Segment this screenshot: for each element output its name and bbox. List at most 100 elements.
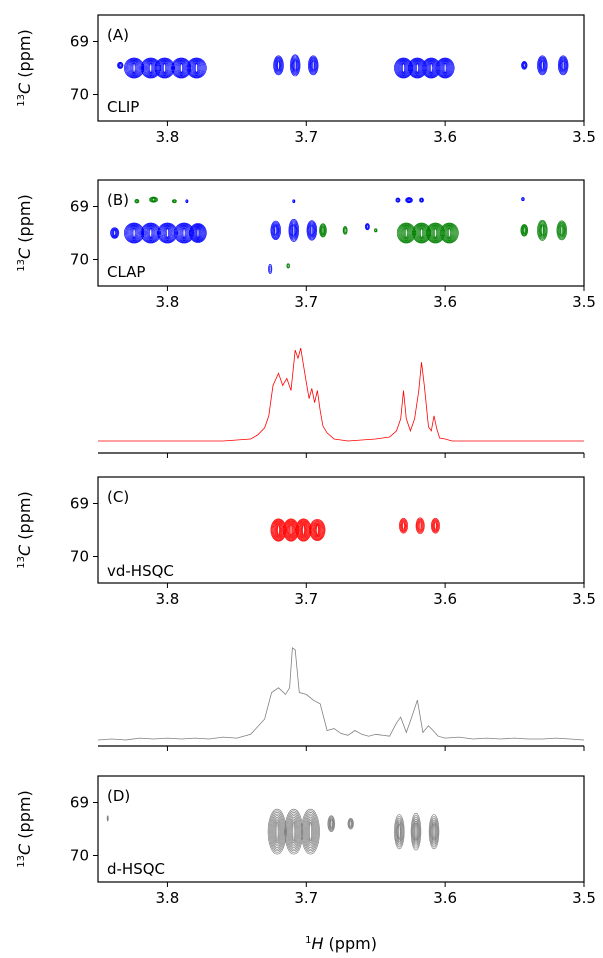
panel-c-contour (313, 522, 322, 538)
panel-a-contour (129, 61, 139, 75)
panel-b-peak (288, 218, 299, 242)
panel-d-contour (274, 820, 280, 844)
panel-b-method: CLAP (107, 263, 145, 281)
panel-a-y-label-sup: 13 (16, 94, 27, 107)
panel-a-contour (292, 57, 298, 73)
panel-b-contour (292, 199, 296, 204)
panel-d-contour (218, 883, 228, 887)
panel-d-contour (303, 812, 318, 852)
panel-b-contour (537, 219, 548, 241)
panel-b-contour (420, 198, 423, 202)
panel-b-peak (395, 197, 401, 203)
panel-a-contour (538, 57, 546, 74)
panel-b-contour (538, 222, 546, 239)
panel-b-contour (342, 226, 348, 235)
panel-a-x-tick-label: 3.7 (294, 128, 318, 146)
panel-d-peak (301, 808, 320, 855)
panel-d-contour (394, 814, 405, 850)
panel-c-contour (415, 517, 425, 535)
panel-a-peak (308, 55, 319, 76)
panel-d-contour (272, 816, 282, 847)
spectrum-gray-x-ticks (166, 746, 585, 751)
panel-d-contour (395, 817, 403, 846)
panel-d-x-ticks: 3.8 3.7 3.6 3.5 (155, 882, 596, 907)
panel-d-contour (428, 814, 440, 850)
panel-d-contour (221, 883, 226, 886)
panel-c-contour (287, 522, 295, 538)
panel-a-contour (541, 60, 544, 71)
panel-a-contour (275, 58, 282, 73)
panel-b-label: (B) (107, 191, 129, 209)
panel-b-peak (110, 227, 120, 239)
panel-d-peak (410, 812, 422, 851)
panel-b-contour (445, 226, 453, 240)
panel-b-contour (272, 223, 279, 237)
panel-d-contour (217, 883, 228, 887)
panel-a-contour (187, 58, 206, 78)
panel-b-contour (396, 198, 400, 203)
panel-b-contour (344, 227, 347, 233)
panel-b-contour (558, 222, 566, 239)
panel-a-contour (537, 55, 548, 76)
panel-a-contour (308, 56, 318, 75)
panel-b-contour (127, 224, 141, 242)
panel-b-contour (165, 228, 169, 238)
panel-a-contour (190, 60, 203, 76)
panel-d-y-axis-label: 13C (ppm) (15, 790, 34, 867)
panel-a-contour (435, 57, 455, 79)
panel-a-contour (124, 57, 145, 79)
panel-b-contour (374, 228, 377, 232)
panel-b-contour (395, 197, 401, 203)
panel-b-contour (130, 226, 138, 240)
panel-b-contour (194, 227, 202, 239)
panel-b-contour (321, 226, 324, 234)
panel-a-contour (399, 61, 408, 75)
panel-a-contour (194, 62, 200, 74)
panel-a-contour (186, 57, 207, 79)
panel-c-peak (415, 517, 425, 535)
panel-d-contour (271, 815, 283, 849)
panel-a-contour (557, 55, 569, 76)
panel-a-peak (407, 57, 427, 79)
panel-d-contour (327, 815, 336, 832)
panel-d-contour (200, 884, 202, 886)
panel-b-contour (196, 228, 200, 238)
panel-a-peak (521, 61, 528, 70)
panel-b-contour (126, 224, 143, 242)
panel-b-contour (321, 225, 325, 235)
panel-b-peak (439, 222, 459, 244)
panel-b-peak (306, 220, 318, 241)
panel-a-peak (289, 54, 301, 77)
panel-d-contour (308, 820, 313, 844)
panel-d-contour (329, 818, 334, 829)
panel-b-peak (157, 222, 178, 244)
panel-a-peak (124, 57, 145, 79)
panel-d-x-label-sup: 1 (305, 935, 311, 946)
panel-a-contour (522, 62, 527, 69)
panel-d-contour (287, 813, 301, 850)
panel-d-contour (197, 883, 205, 886)
panel-d-x-tick-label: 3.5 (572, 889, 596, 907)
panel-b-contour (147, 226, 155, 240)
panel-a-y-axis-label: 13C (ppm) (15, 29, 34, 106)
panel-d-contour (198, 883, 204, 886)
panel-d-contour (268, 810, 286, 853)
panel-d-contour (107, 816, 109, 821)
panel-b-peak (185, 199, 189, 204)
panel-c-contour (273, 521, 284, 539)
panel-a-y-label-rest: (ppm) (15, 29, 34, 82)
panel-d-contour (291, 820, 297, 844)
panel-c-x-tick-label: 3.7 (294, 590, 318, 608)
panel-b-contour (268, 263, 273, 275)
panel-d-contour (196, 883, 206, 887)
panel-a-x-tick-label: 3.8 (155, 128, 179, 146)
panel-a-contour (437, 59, 453, 77)
panel-c-contour (311, 520, 324, 540)
panel-b-contour (434, 228, 437, 238)
panel-b-contour (159, 224, 176, 242)
panel-c-y-ticks: 69 70 (70, 495, 98, 566)
panel-b-contour (192, 225, 204, 241)
panel-b-contour (308, 222, 316, 239)
panel-b-contour (373, 228, 378, 233)
panel-a-x-tick-label: 3.6 (433, 128, 457, 146)
